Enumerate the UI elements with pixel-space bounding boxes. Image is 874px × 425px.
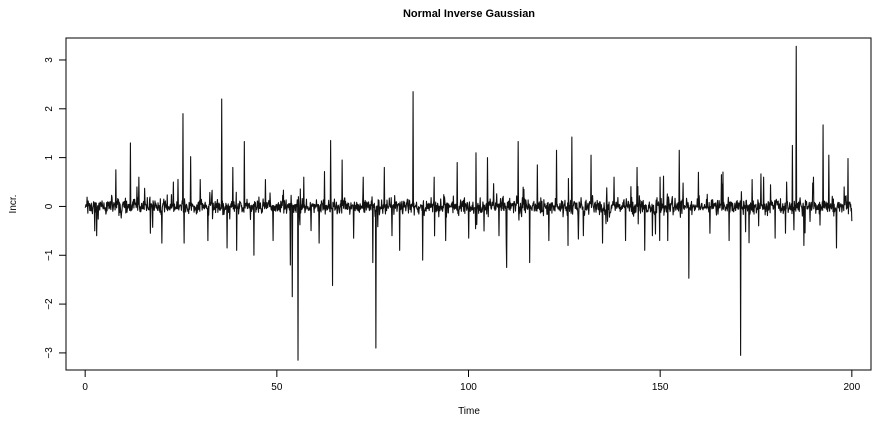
series-line	[84, 45, 853, 361]
y-tick-label: 2	[44, 106, 55, 112]
x-axis: 0 50 100 150 200	[82, 370, 861, 393]
x-axis-label: Time	[458, 406, 480, 417]
y-tick-label: 1	[44, 154, 55, 160]
y-tick-label: −2	[44, 298, 55, 310]
x-tick-label: 50	[271, 382, 283, 393]
y-axis-label: Incr.	[8, 195, 19, 214]
y-tick-label: 3	[44, 57, 55, 63]
chart-title: Normal Inverse Gaussian	[403, 8, 535, 20]
y-tick-label: −1	[44, 249, 55, 261]
y-axis: −3 −2 −1 0 1 2 3	[44, 57, 66, 359]
x-tick-label: 200	[843, 382, 860, 393]
x-tick-label: 150	[652, 382, 669, 393]
x-tick-label: 100	[460, 382, 477, 393]
x-tick-label: 0	[82, 382, 88, 393]
y-tick-label: −3	[44, 347, 55, 359]
y-tick-label: 0	[44, 203, 55, 209]
